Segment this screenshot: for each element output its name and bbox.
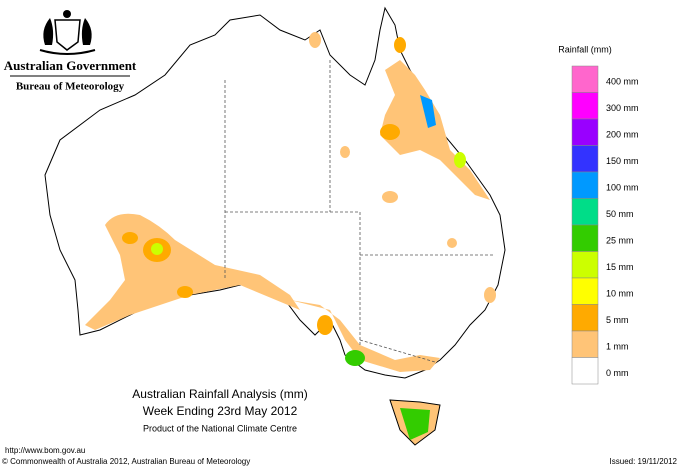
legend-swatch [571,118,599,146]
legend-label: 150 mm [606,156,639,166]
legend-label: 50 mm [606,209,634,219]
map-subtitle: Week Ending 23rd May 2012 [143,404,298,418]
crest [39,10,96,55]
legend-label: 1 mm [606,342,629,352]
legend-label: 15 mm [606,262,634,272]
footer-url: http://www.bom.gov.au [5,446,85,455]
legend-swatch [571,171,599,199]
legend-label: 5 mm [606,315,629,325]
legend-label: 200 mm [606,130,639,140]
legend-swatch [571,65,599,93]
legend: 400 mm 300 mm 200 mm 150 mm 100 mm 50 mm 25 mm… [571,65,639,385]
legend-swatch [571,304,599,332]
legend-swatch [571,198,599,226]
legend-swatch [571,277,599,305]
legend-swatch [571,357,599,385]
legend-label: 10 mm [606,289,634,299]
map-credit: Product of the National Climate Centre [143,423,297,433]
legend-label: 300 mm [606,103,639,113]
legend-swatch [571,145,599,173]
legend-label: 100 mm [606,183,639,193]
agency-name: Bureau of Meteorology [16,81,125,93]
legend-label: 400 mm [606,77,639,87]
footer-copyright: © Commonwealth of Australia 2012, Austra… [2,457,250,466]
footer-issued: Issued: 19/11/2012 [610,457,678,466]
legend-swatch [571,224,599,252]
australia-map [44,6,506,446]
government-name: Australian Government [4,58,137,73]
legend-swatch [571,330,599,358]
legend-title: Rainfall (mm) [558,44,612,54]
legend-label: 0 mm [606,368,629,378]
legend-swatch [571,92,599,120]
legend-label: 25 mm [606,236,634,246]
legend-swatch [571,251,599,279]
map-title: Australian Rainfall Analysis (mm) [132,387,307,401]
